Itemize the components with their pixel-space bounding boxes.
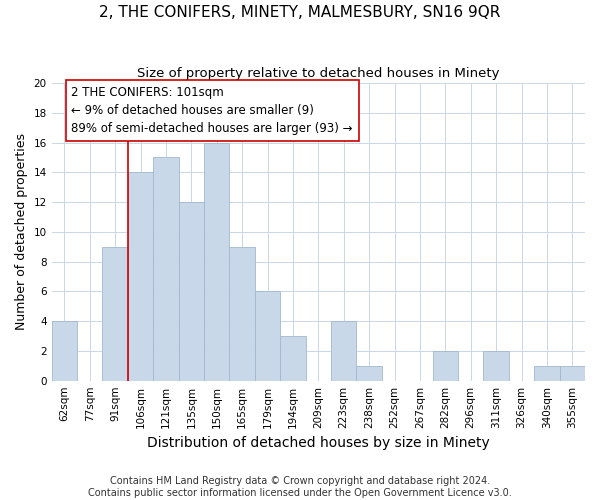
- Bar: [255, 292, 280, 380]
- Bar: [153, 158, 179, 380]
- Text: Contains HM Land Registry data © Crown copyright and database right 2024.
Contai: Contains HM Land Registry data © Crown c…: [88, 476, 512, 498]
- Bar: [52, 321, 77, 380]
- Bar: [484, 351, 509, 380]
- Bar: [229, 246, 255, 380]
- Bar: [179, 202, 204, 380]
- Y-axis label: Number of detached properties: Number of detached properties: [15, 134, 28, 330]
- X-axis label: Distribution of detached houses by size in Minety: Distribution of detached houses by size …: [147, 436, 490, 450]
- Bar: [128, 172, 153, 380]
- Bar: [560, 366, 585, 380]
- Text: 2, THE CONIFERS, MINETY, MALMESBURY, SN16 9QR: 2, THE CONIFERS, MINETY, MALMESBURY, SN1…: [100, 5, 500, 20]
- Bar: [204, 142, 229, 380]
- Bar: [331, 321, 356, 380]
- Bar: [280, 336, 305, 380]
- Text: 2 THE CONIFERS: 101sqm
← 9% of detached houses are smaller (9)
89% of semi-detac: 2 THE CONIFERS: 101sqm ← 9% of detached …: [71, 86, 353, 135]
- Bar: [356, 366, 382, 380]
- Bar: [433, 351, 458, 380]
- Bar: [534, 366, 560, 380]
- Bar: [103, 246, 128, 380]
- Title: Size of property relative to detached houses in Minety: Size of property relative to detached ho…: [137, 68, 500, 80]
